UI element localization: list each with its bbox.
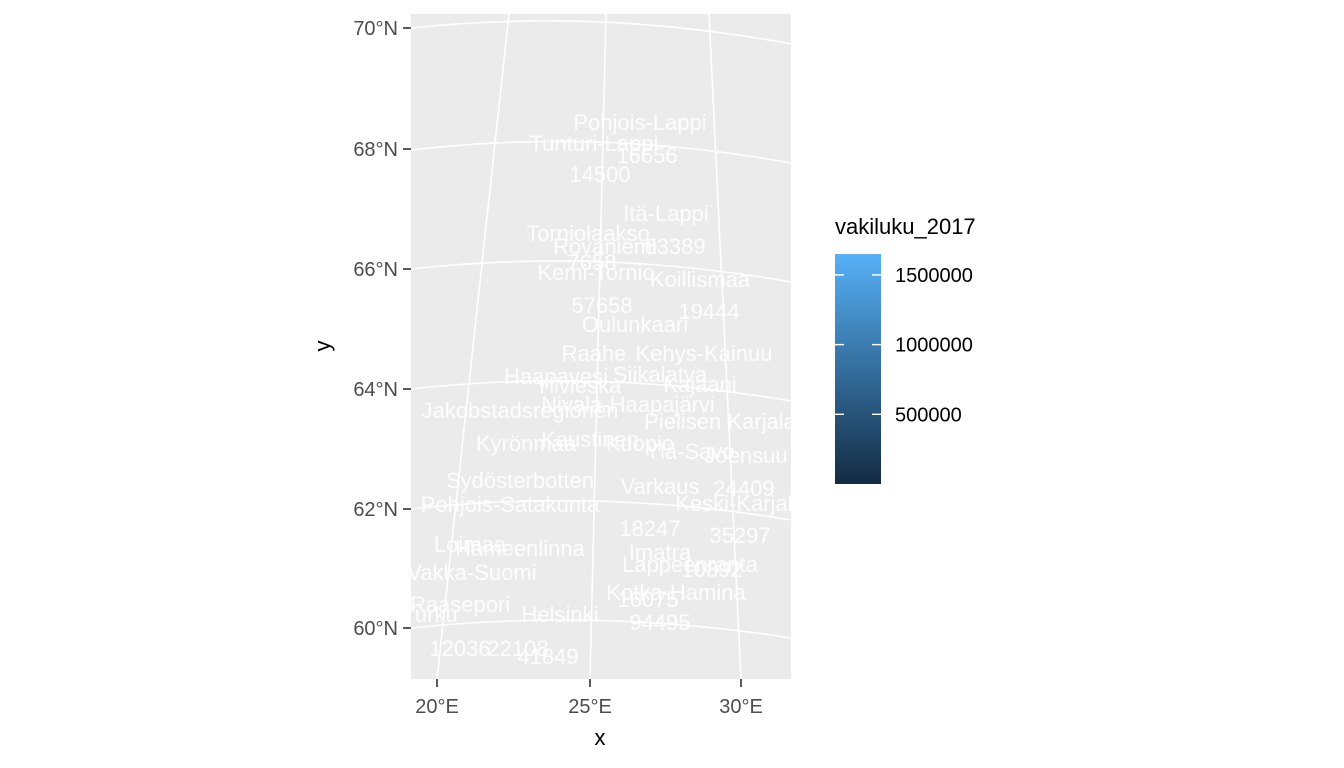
map-label: Kemi-Tornio xyxy=(537,260,654,285)
x-tick-25: 25°E xyxy=(568,679,612,718)
map-label: 18247 xyxy=(619,516,680,541)
y-tick-label: 68°N xyxy=(353,139,398,161)
y-tick-62: 62°N xyxy=(353,499,411,521)
map-label: Loimaa xyxy=(434,532,507,557)
map-label: Kaustinen xyxy=(541,427,639,452)
map-label: Keski-Karjala xyxy=(675,491,805,516)
legend-break-label: 500000 xyxy=(895,404,962,426)
map-label: Kuopio xyxy=(606,431,675,456)
map-label: 16075 xyxy=(617,587,678,612)
y-tick-68: 68°N xyxy=(353,139,411,161)
x-tick-label: 30°E xyxy=(719,696,763,718)
legend-ticks: 500000 1000000 1500000 xyxy=(835,265,973,426)
x-tick-20: 20°E xyxy=(415,679,459,718)
map-label: Sydösterbotten xyxy=(446,468,594,493)
graticule-lat-68 xyxy=(411,140,791,164)
panel-background xyxy=(411,14,791,679)
map-label: Rovaniemi xyxy=(553,234,657,259)
map-label: 41849 xyxy=(517,644,578,669)
map-label: 22108 xyxy=(487,636,548,661)
map-label: Kotka-Hamina xyxy=(606,580,746,605)
map-label: Siikalatva xyxy=(613,362,708,387)
y-tick-label: 66°N xyxy=(353,259,398,281)
legend-colorbar xyxy=(835,254,881,484)
y-tick-label: 64°N xyxy=(353,379,398,401)
map-label: Raahe xyxy=(562,341,627,366)
y-axis: 70°N 68°N 66°N 64°N 62°N 60°N y xyxy=(310,18,411,640)
map-label: Pohjois-Satakunta xyxy=(421,492,600,517)
legend-title: vakiluku_2017 xyxy=(835,214,976,239)
y-tick-70: 70°N xyxy=(353,18,411,40)
map-label: Varkaus xyxy=(620,474,699,499)
map-label: Joensuu xyxy=(704,443,787,468)
map-label: 63389 xyxy=(644,234,705,259)
map-label: Kyrönmaa xyxy=(476,431,577,456)
map-label: Ylä-Savo xyxy=(645,439,734,464)
x-axis: 20°E 25°E 30°E x xyxy=(415,679,763,750)
y-tick-label: 60°N xyxy=(353,618,398,640)
x-tick-label: 20°E xyxy=(415,696,459,718)
map-label: Raasepori xyxy=(410,592,510,617)
map-label: 35297 xyxy=(709,523,770,548)
x-axis-title: x xyxy=(595,725,606,750)
map-label: Koillismaa xyxy=(650,267,751,292)
graticule-lat-62 xyxy=(411,499,791,521)
graticule-lon-20 xyxy=(436,14,510,679)
map-label: Tunturi-Lappi xyxy=(530,131,659,156)
map-label: 7658 xyxy=(568,250,617,275)
y-tick-66: 66°N xyxy=(353,259,411,281)
map-label: 12036 xyxy=(429,636,490,661)
graticule-lon-25 xyxy=(589,14,607,679)
map-label: Haapavesi xyxy=(504,364,608,389)
y-tick-60: 60°N xyxy=(353,618,411,640)
map-label: Oulunkaari xyxy=(582,312,688,337)
color-legend: vakiluku_2017 500000 1000000 1500000 xyxy=(835,214,976,484)
graticule-lon-30 xyxy=(708,14,742,679)
map-label: Pohjois-Lappi xyxy=(573,110,706,135)
map-label: Pielisen Karjala xyxy=(644,409,796,434)
map-panel: Pohjois-Lappi Tunturi-Lappi 16656 14500 … xyxy=(402,14,805,679)
map-label: 14500 xyxy=(569,162,630,187)
graticule-lat-64 xyxy=(411,380,791,402)
map-label: Hämeenlinna xyxy=(455,536,585,561)
map-label: Helsinki xyxy=(521,602,598,627)
map-label: 16656 xyxy=(616,143,677,168)
map-labels: Pohjois-Lappi Tunturi-Lappi 16656 14500 … xyxy=(402,110,805,669)
map-label: 10892 xyxy=(681,557,742,582)
map-label: 57658 xyxy=(571,293,632,318)
map-label: Vakka-Suomi xyxy=(407,560,536,585)
map-label: 24409 xyxy=(713,476,774,501)
x-tick-30: 30°E xyxy=(719,679,763,718)
graticule xyxy=(411,14,791,679)
map-label: Kajaani xyxy=(663,372,736,397)
map-label: Itä-Lappi xyxy=(623,201,709,226)
map-label: Turku xyxy=(402,602,457,627)
map-label: Lappeenranta xyxy=(622,552,759,577)
y-axis-title: y xyxy=(310,341,335,352)
graticule-lat-70 xyxy=(411,20,791,45)
y-tick-64: 64°N xyxy=(353,379,411,401)
map-label: Imatra xyxy=(629,540,692,565)
graticule-lat-60 xyxy=(411,619,791,639)
map-label: Torniolaakso xyxy=(526,221,650,246)
y-tick-label: 62°N xyxy=(353,499,398,521)
map-label: Ylivieska xyxy=(535,373,623,398)
map-label: Kehys-Kainuu xyxy=(636,341,773,366)
map-label: 19444 xyxy=(678,299,739,324)
legend-break-label: 1500000 xyxy=(895,265,973,287)
y-tick-label: 70°N xyxy=(353,18,398,40)
map-label: 94495 xyxy=(629,610,690,635)
map-label: Jakobstadsregionen xyxy=(422,398,619,423)
map-label: Nivala-Haapajärvi xyxy=(541,392,715,417)
legend-break-label: 1000000 xyxy=(895,335,973,357)
x-tick-label: 25°E xyxy=(568,696,612,718)
